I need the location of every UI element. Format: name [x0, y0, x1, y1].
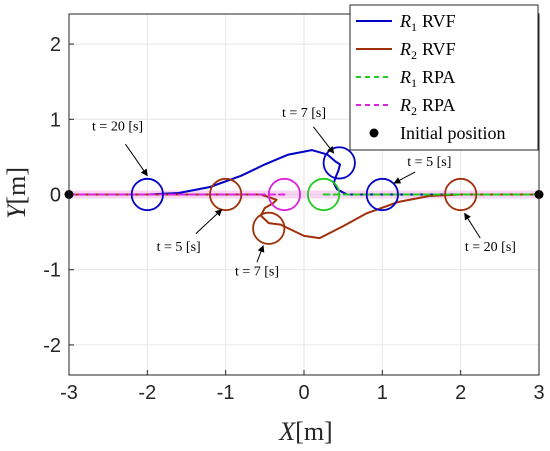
- robot-circle-1: [322, 146, 356, 180]
- annotation-arrow-0: [124, 143, 148, 177]
- x-tick-label: -2: [138, 382, 156, 404]
- legend-label-3: R2 RPA: [399, 95, 455, 118]
- y-axis-label: Y[m]: [2, 167, 31, 219]
- legend-subscript: 1: [411, 76, 417, 90]
- y-axis-unit: [m]: [2, 167, 31, 205]
- legend-symbol: R: [399, 39, 411, 59]
- legend-label-0: R1 RVF: [399, 11, 456, 34]
- robot-circle-3: [209, 177, 243, 212]
- x-axis-symbol: X: [278, 417, 296, 446]
- legend-label-4: Initial position: [400, 123, 506, 143]
- robot-circle-5: [444, 177, 478, 212]
- robot-circle-7: [267, 177, 301, 212]
- series-lines: [68, 149, 540, 240]
- y-tick-label: -2: [43, 335, 61, 357]
- x-tick-label: -1: [217, 382, 235, 404]
- legend-text: Initial position: [400, 123, 506, 143]
- robot-circle-2: [365, 177, 399, 212]
- time-annotations: t = 20 [s] t = 7 [s] t = 5 [s] t = 5 [s] t =…: [92, 106, 516, 280]
- y-tick-label: 0: [50, 185, 61, 207]
- y-tick-label: -1: [43, 260, 61, 282]
- annotation-label-3: t = 5 [s]: [157, 240, 201, 255]
- x-tick-label: 3: [533, 382, 544, 404]
- robot-circle-0: [130, 177, 164, 212]
- x-axis-unit: [m]: [295, 417, 333, 446]
- x-tick-label: 0: [298, 382, 309, 404]
- tick-labels: -3 -2 -1 0 1 2 3 -2 -1 0 1 2: [43, 34, 544, 404]
- robot-circle-4: [252, 211, 286, 245]
- annotation-arrow-3: [195, 209, 223, 234]
- robot-circle-6: [307, 177, 341, 212]
- x-axis-label: X[m]: [278, 417, 332, 446]
- y-axis-symbol: Y: [2, 202, 31, 219]
- legend-symbol: R: [399, 11, 411, 31]
- legend-text: RPA: [422, 67, 455, 87]
- annotation-label-1: t = 7 [s]: [282, 106, 326, 121]
- legend-label-2: R1 RPA: [399, 67, 455, 90]
- y-tick-label: 2: [50, 34, 61, 56]
- legend-swatch-4: [369, 128, 379, 138]
- x-tick-label: 1: [377, 382, 388, 404]
- x-tick-label: 2: [455, 382, 466, 404]
- x-tick-label: -3: [60, 382, 78, 404]
- annotation-arrow-5: [464, 212, 481, 239]
- y-tick-label: 1: [50, 109, 61, 131]
- legend-text: RVF: [422, 11, 456, 31]
- annotation-label-4: t = 7 [s]: [235, 265, 279, 280]
- annotation-arrow-2: [393, 171, 416, 184]
- legend-text: RPA: [422, 95, 455, 115]
- legend-box: [349, 4, 539, 151]
- legend-text: RVF: [422, 39, 456, 59]
- legend-label-1: R2 RVF: [399, 39, 456, 62]
- legend-symbol: R: [399, 95, 411, 115]
- annotation-label-5: t = 20 [s]: [465, 240, 516, 255]
- axes-frame: [68, 13, 540, 376]
- legend-subscript: 2: [411, 104, 417, 118]
- annotation-label-0: t = 20 [s]: [92, 120, 143, 135]
- annotation-arrow-4: [256, 244, 265, 263]
- annotation-label-2: t = 5 [s]: [407, 155, 451, 170]
- legend-symbol: R: [399, 67, 411, 87]
- annotation-arrow-1: [313, 126, 335, 154]
- legend-subscript: 1: [411, 20, 417, 34]
- legend-subscript: 2: [411, 48, 417, 62]
- robot-circles: [130, 146, 478, 245]
